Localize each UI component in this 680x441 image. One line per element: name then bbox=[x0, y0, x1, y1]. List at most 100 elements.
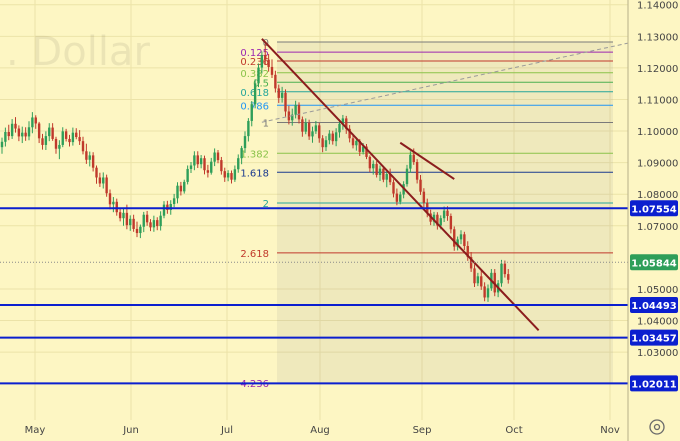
candle-body bbox=[159, 215, 162, 227]
candle-body bbox=[81, 141, 85, 152]
candle-body bbox=[132, 218, 135, 229]
candle-body bbox=[112, 201, 115, 205]
candle-body bbox=[4, 132, 7, 142]
price-axis[interactable]: 1.14000 1.13000 1.12000 1.11000 1.10000 1.090… bbox=[627, 0, 680, 441]
candle-body bbox=[324, 140, 328, 148]
candle-body bbox=[395, 193, 399, 202]
candle-body bbox=[432, 214, 436, 222]
candle-body bbox=[21, 132, 24, 137]
fib-level-label: 1 bbox=[263, 119, 269, 130]
candle-body bbox=[409, 154, 412, 169]
price-labels: 1.07554 1.04493 1.03457 1.02011 1.05844 bbox=[630, 200, 678, 392]
candle-body bbox=[172, 198, 176, 204]
watermark-text: . Dollar bbox=[6, 29, 150, 75]
candle-body bbox=[260, 54, 264, 68]
level-price-tag bbox=[630, 375, 678, 392]
candle-body bbox=[264, 54, 267, 60]
candle-body bbox=[412, 154, 415, 162]
candle-body bbox=[446, 210, 449, 216]
candle-body bbox=[149, 222, 152, 228]
candle-body bbox=[156, 220, 159, 227]
candle-body bbox=[34, 117, 37, 124]
candle-body bbox=[139, 226, 142, 234]
candle-body bbox=[48, 127, 51, 137]
candle-body bbox=[415, 162, 419, 180]
candle-body bbox=[361, 146, 365, 152]
candle-body bbox=[31, 117, 34, 128]
price-tick-label: 1.03000 bbox=[637, 348, 678, 359]
candle-body bbox=[466, 246, 469, 258]
price-tick-label: 1.12000 bbox=[637, 64, 678, 75]
candle-body bbox=[372, 163, 375, 169]
time-tick-label: Aug bbox=[310, 425, 330, 436]
candle-body bbox=[304, 122, 307, 132]
candle-body bbox=[328, 133, 331, 141]
candle-body bbox=[7, 132, 10, 137]
level-price-tag-text: 1.04493 bbox=[631, 301, 677, 312]
candle-body bbox=[223, 171, 226, 178]
candle-body bbox=[226, 173, 230, 178]
candle-body bbox=[237, 158, 240, 170]
candle-body bbox=[162, 204, 166, 216]
fib-level-label: 2 bbox=[263, 199, 269, 210]
candle-body bbox=[267, 59, 270, 67]
fib-level-label: 0.382 bbox=[240, 69, 269, 80]
trendlines[interactable] bbox=[261, 38, 634, 332]
price-tick-label: 1.11000 bbox=[637, 95, 678, 106]
fib-level-label: 0.5 bbox=[253, 78, 269, 89]
gear-icon[interactable] bbox=[649, 419, 665, 435]
candle-body bbox=[183, 181, 186, 192]
level-price-tag-text: 1.02011 bbox=[631, 379, 677, 390]
candle-body bbox=[85, 151, 88, 160]
candle-body bbox=[348, 128, 351, 139]
time-axis[interactable]: May Jun Jul Aug Sep Oct Nov bbox=[25, 425, 620, 436]
candle-body bbox=[453, 229, 456, 247]
level-price-tag bbox=[630, 296, 678, 313]
candle-body bbox=[368, 156, 372, 169]
price-axis-background bbox=[628, 0, 680, 441]
candle-body bbox=[243, 136, 247, 149]
candle-body bbox=[196, 155, 199, 165]
settings-button[interactable] bbox=[649, 419, 665, 435]
candle-body bbox=[135, 228, 139, 234]
trendline-2[interactable] bbox=[399, 141, 455, 180]
candle-body bbox=[78, 137, 81, 142]
candle-body bbox=[270, 66, 274, 75]
candle-body bbox=[250, 104, 253, 121]
candle-body bbox=[240, 148, 243, 159]
candle-body bbox=[399, 194, 402, 202]
candle-body bbox=[233, 169, 237, 180]
candle-body bbox=[486, 288, 490, 298]
price-tick-label: 1.14000 bbox=[637, 1, 678, 12]
candle-body bbox=[476, 276, 480, 284]
fib-level-label: 0.236 bbox=[240, 57, 269, 68]
fib-level-label: 2.618 bbox=[240, 249, 269, 260]
candle-body bbox=[61, 131, 64, 145]
level-price-tag-text: 1.03457 bbox=[631, 334, 677, 345]
candle-body bbox=[436, 214, 439, 226]
candle-body bbox=[307, 122, 311, 137]
horizontal-levels[interactable] bbox=[0, 207, 628, 385]
candle-body bbox=[257, 67, 260, 84]
candle-body bbox=[37, 123, 41, 139]
candle-body bbox=[331, 133, 334, 142]
candle-body bbox=[54, 138, 58, 149]
candle-body bbox=[301, 119, 304, 132]
grid-lines bbox=[0, 0, 628, 420]
candle-body bbox=[375, 163, 378, 175]
candle-body bbox=[115, 201, 118, 213]
level-price-tag bbox=[630, 200, 678, 217]
price-tick-label: 1.04000 bbox=[637, 317, 678, 328]
candle-body bbox=[284, 92, 287, 112]
fibonacci-retracement[interactable]: 00.1250.2360.3820.50.6180.78611.3821.618… bbox=[240, 38, 613, 390]
price-tick-label: 1.08000 bbox=[637, 190, 678, 201]
candle-body bbox=[102, 177, 105, 184]
level-price-tag bbox=[630, 329, 678, 346]
current-price-tag bbox=[630, 254, 678, 271]
trendline-1[interactable] bbox=[261, 38, 540, 332]
candle-body bbox=[75, 132, 78, 138]
trendline-3[interactable] bbox=[261, 41, 634, 123]
candle-body bbox=[88, 155, 91, 160]
